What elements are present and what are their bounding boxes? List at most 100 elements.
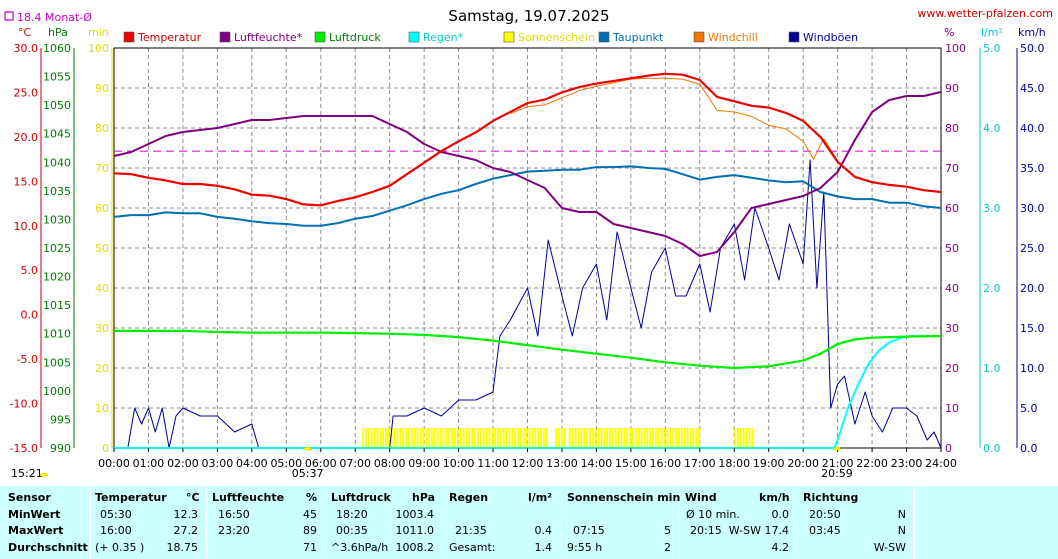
direction-value: W-SW xyxy=(873,541,906,554)
header-temp: Temperatur xyxy=(95,491,167,504)
pressure-axis-tick: 1030 xyxy=(43,213,71,226)
sunshine-bar xyxy=(476,428,479,448)
sunshine-bar xyxy=(692,428,695,448)
x-tick-label: 15:00 xyxy=(615,457,647,470)
rain-axis-tick: 5.0 xyxy=(983,42,1001,55)
row-label: MaxWert xyxy=(8,524,64,537)
temp-axis-tick: 15.0 xyxy=(14,175,39,188)
legend-label: Luftfeuchte* xyxy=(234,31,303,44)
sunshine-bar xyxy=(379,428,382,448)
sunshine-bar xyxy=(431,428,433,448)
sun-axis-tick: 0 xyxy=(102,442,109,455)
sunshine-bar xyxy=(560,428,563,448)
temp-axis-tick: 30.0 xyxy=(14,42,39,55)
sunshine-bar xyxy=(663,428,666,448)
sunshine-bar xyxy=(485,428,488,448)
sunshine-bar xyxy=(666,428,669,448)
sunshine-bar xyxy=(634,428,637,448)
sunshine-bar xyxy=(459,428,462,448)
sunshine-bar xyxy=(390,428,393,448)
sunshine-bar xyxy=(534,428,537,448)
row-label: Durchschnitt xyxy=(8,541,88,554)
wind-axis-tick: 25.0 xyxy=(1020,242,1045,255)
sunshine-bar xyxy=(471,428,474,448)
pressure-trend: ^3.6hPa/h xyxy=(331,541,389,554)
sunshine-bar xyxy=(488,428,491,448)
sunshine-bar xyxy=(502,428,505,448)
sunshine-bar xyxy=(640,428,643,448)
sunshine-bar xyxy=(410,428,413,448)
pressure-axis-tick: 1000 xyxy=(43,385,71,398)
sunshine-bar xyxy=(649,428,652,448)
wind-time: 20:15 xyxy=(690,524,722,537)
wind-axis-tick: 15.0 xyxy=(1020,322,1045,335)
wind-unit-label: km/h xyxy=(1018,26,1046,39)
header-pressure-unit: hPa xyxy=(412,491,436,504)
sunshine-bar xyxy=(439,428,442,448)
sunshine-bar xyxy=(448,428,451,448)
x-tick-label: 21:00 xyxy=(822,457,854,470)
wind-value: 4.2 xyxy=(771,541,790,554)
website-link[interactable]: www.wetter-pfalzen.com xyxy=(917,7,1053,20)
temp-time: 05:30 xyxy=(100,508,132,521)
sunshine-bar xyxy=(677,428,680,448)
header-direction: Richtung xyxy=(803,491,859,504)
sunshine-bar xyxy=(387,428,390,448)
sun-icon xyxy=(39,472,49,477)
wind-axis-tick: 40.0 xyxy=(1020,122,1045,135)
legend-swatch xyxy=(219,31,231,43)
rain-axis-tick: 0.0 xyxy=(983,442,1001,455)
series-line xyxy=(113,91,942,257)
wind-axis-tick: 30.0 xyxy=(1020,202,1045,215)
sunshine-bar xyxy=(545,428,548,448)
sunshine-bar xyxy=(603,428,606,448)
sunshine-bar xyxy=(425,428,428,448)
stats-row-min: MinWert 05:30 12.3 16:50 45 18:20 1003.4… xyxy=(0,508,1058,524)
sunshine-bar xyxy=(614,428,617,448)
rain-unit-label: l/m² xyxy=(981,26,1003,39)
sunshine-bar xyxy=(422,428,425,448)
x-tick-label: 13:00 xyxy=(546,457,578,470)
rain-value: 1.4 xyxy=(534,541,553,554)
sun-axis-tick: 40 xyxy=(95,282,109,295)
sunshine-bar xyxy=(525,428,528,448)
sunshine-bar xyxy=(632,428,634,448)
time-label: 15:21 xyxy=(11,467,43,480)
pressure-axis-tick: 1050 xyxy=(43,99,71,112)
header-wind-unit: km/h xyxy=(759,491,790,504)
sunshine-bar xyxy=(555,428,557,448)
sun-value: 5 xyxy=(664,524,671,537)
sunshine-bar xyxy=(528,428,531,448)
sunshine-bar xyxy=(657,428,660,448)
sunshine-bar xyxy=(571,428,574,448)
sunshine-bar xyxy=(499,428,502,448)
rain-time: 21:35 xyxy=(455,524,487,537)
series-line xyxy=(113,165,942,227)
sunshine-bar xyxy=(462,428,465,448)
sunshine-bar xyxy=(505,428,508,448)
direction-value: N xyxy=(897,508,906,521)
x-tick-label: 09:00 xyxy=(408,457,440,470)
x-tick-label: 07:00 xyxy=(339,457,371,470)
x-tick-label: 01:00 xyxy=(133,457,165,470)
sunshine-bar xyxy=(468,428,471,448)
series-lines xyxy=(113,72,942,449)
sun-total: 9:55 h xyxy=(567,541,603,554)
temp-axis-tick: 20.0 xyxy=(14,131,39,144)
stats-row-avg: Durchschnitt (+ 0.35 ) 18.75 71 ^3.6hPa/… xyxy=(0,541,1058,557)
legend-label: Taupunkt xyxy=(612,31,664,44)
pressure-axis-tick: 1010 xyxy=(43,328,71,341)
series-line xyxy=(510,77,839,162)
sun-axis-tick: 20 xyxy=(95,362,109,375)
legend-label: Windchill xyxy=(708,31,758,44)
sunshine-bar xyxy=(672,428,675,448)
sun-marker-label: 05:37 xyxy=(292,467,324,480)
statistics-table: Sensor Temperatur °C Luftfeuchte % Luftd… xyxy=(0,486,1058,559)
rain-axis-tick: 2.0 xyxy=(983,282,1001,295)
sunshine-bar xyxy=(669,428,672,448)
sunshine-bars xyxy=(362,428,754,448)
humidity-axis-tick: 40 xyxy=(945,282,959,295)
sunshine-bar xyxy=(591,428,594,448)
temp-axis-tick: 5.0 xyxy=(21,264,39,277)
sunshine-bar xyxy=(620,428,623,448)
